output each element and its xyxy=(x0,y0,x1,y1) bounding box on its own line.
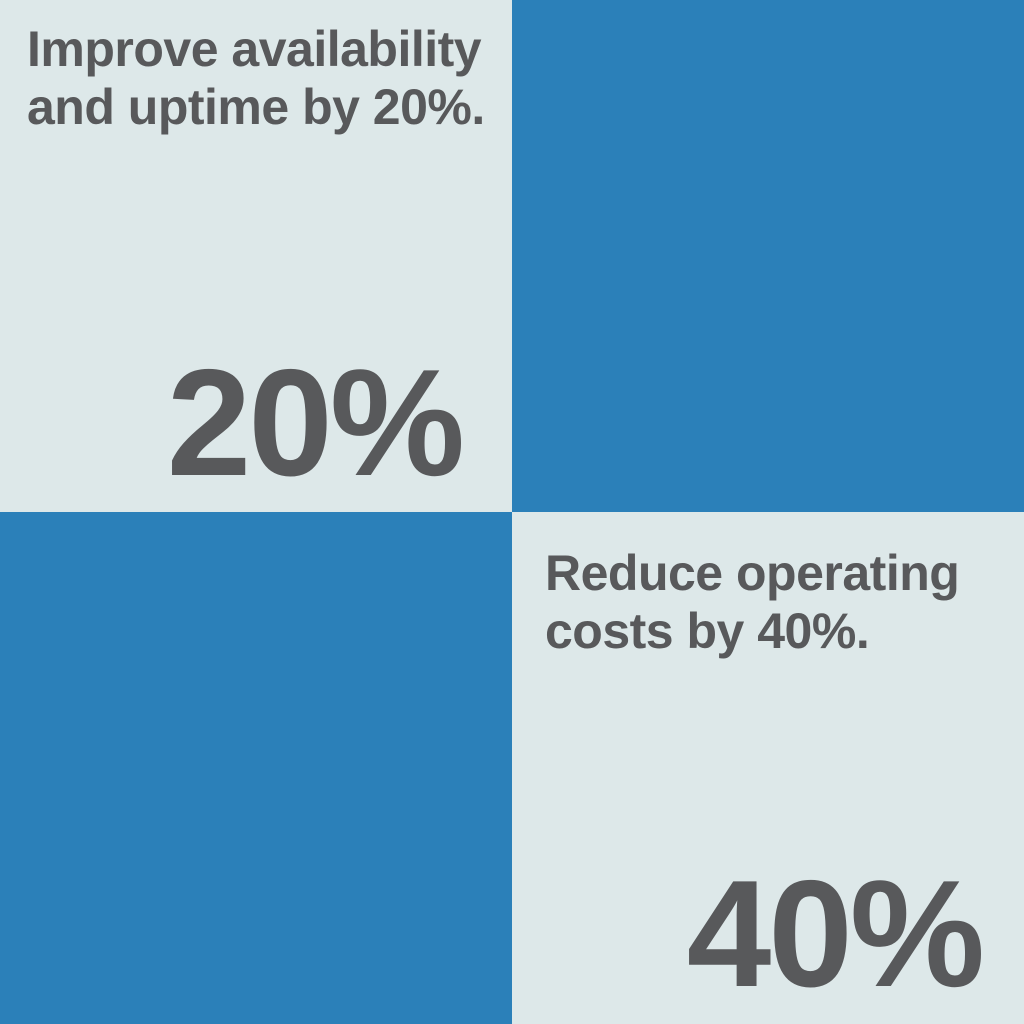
quadrant-operating-costs: Reduce operating costs by 40%. 40% xyxy=(512,512,1024,1024)
availability-headline-line-1: Improve availability xyxy=(27,21,482,77)
availability-stat-value: 20% xyxy=(166,338,465,508)
quadrant-top-right-solid xyxy=(512,0,1024,512)
availability-headline: Improve availability and uptime by 20%. xyxy=(27,20,485,136)
quadrant-availability: Improve availability and uptime by 20%. … xyxy=(0,0,512,512)
availability-headline-line-2: and uptime by 20%. xyxy=(27,79,485,135)
quadrant-bottom-left-solid xyxy=(0,512,512,1024)
operating-costs-headline-line-2: costs by 40%. xyxy=(545,603,870,659)
operating-costs-headline-line-1: Reduce operating xyxy=(545,545,960,601)
operating-costs-headline: Reduce operating costs by 40%. xyxy=(545,544,960,660)
operating-costs-stat-value: 40% xyxy=(686,849,985,1019)
